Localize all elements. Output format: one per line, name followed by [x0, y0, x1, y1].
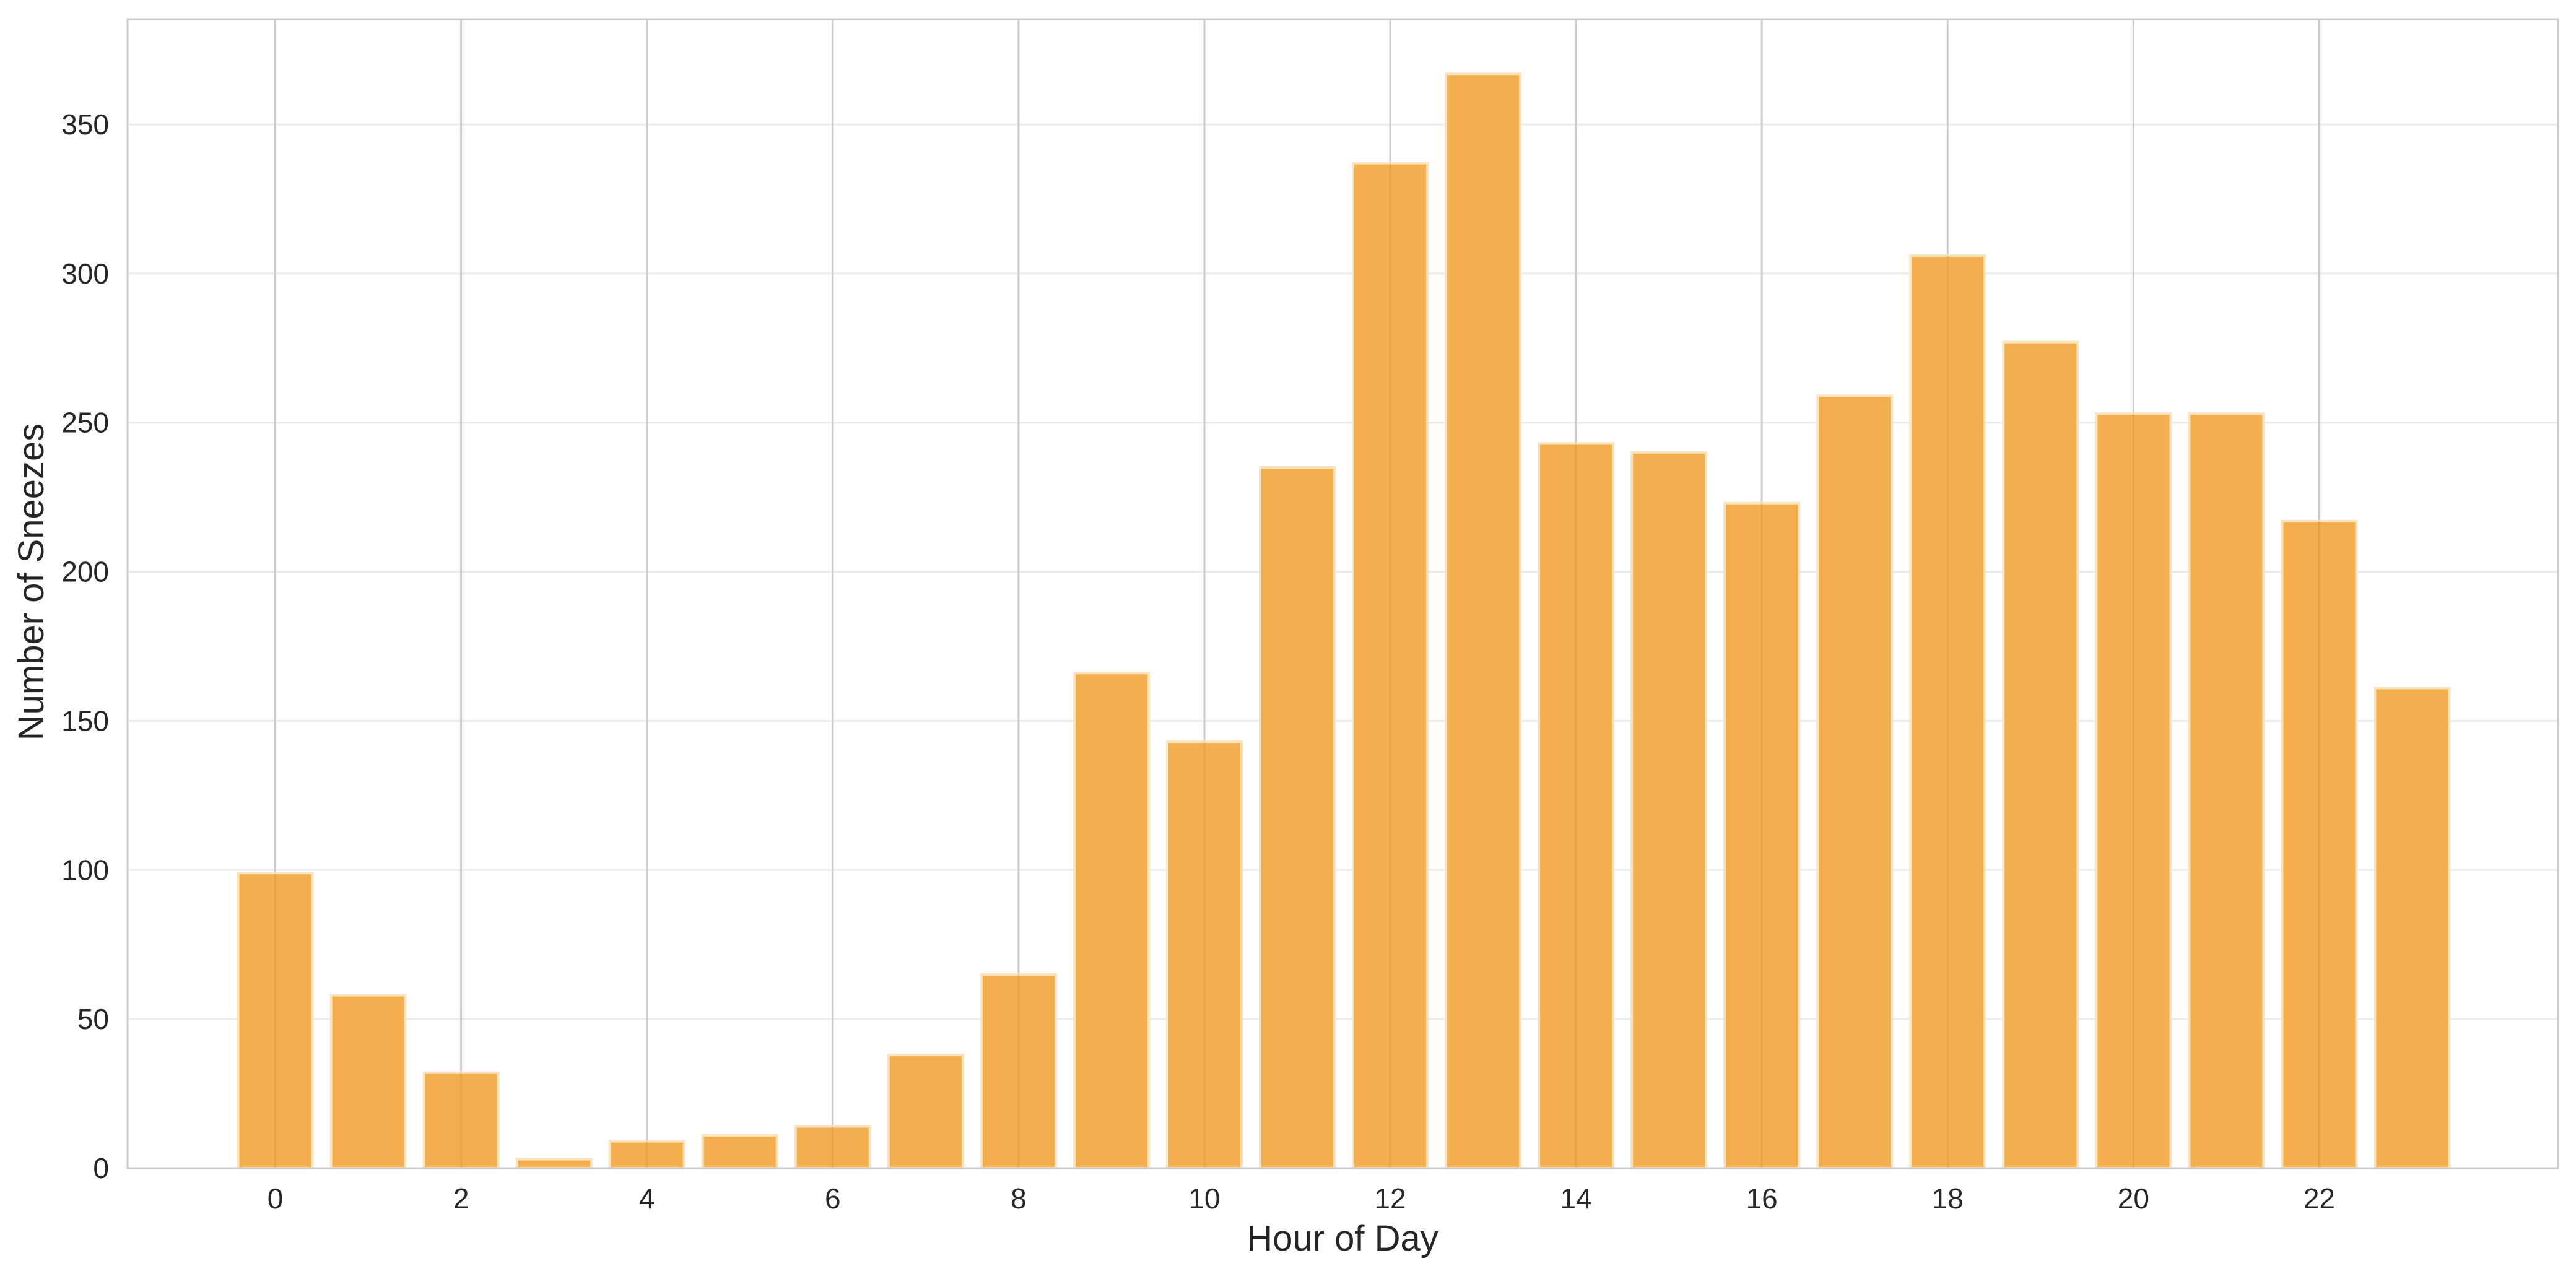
x-tick-label: 0	[268, 1182, 284, 1215]
bar-hour-1	[329, 994, 407, 1170]
plot-frame	[126, 18, 2559, 1169]
x-axis-tick-labels: 0 2 4 6 8 10 12 14 16 18 20 22	[268, 1182, 2335, 1215]
bar-hour-3	[515, 1158, 593, 1170]
bar-hour-5	[701, 1134, 778, 1169]
y-tick-label: 0	[93, 1152, 109, 1184]
x-tick-label: 10	[1188, 1182, 1220, 1215]
bar-hour-23	[2374, 687, 2451, 1169]
y-tick-label: 300	[61, 258, 109, 290]
y-tick-label: 150	[61, 705, 109, 737]
bar-hour-16	[1723, 501, 1801, 1170]
bar-hour-14	[1538, 442, 1615, 1169]
bar-hour-8	[980, 973, 1057, 1169]
x-tick-label: 4	[639, 1182, 655, 1215]
bar-hour-6	[794, 1125, 871, 1170]
x-tick-label: 12	[1374, 1182, 1406, 1215]
x-tick-label: 8	[1011, 1182, 1027, 1215]
x-tick-label: 2	[453, 1182, 469, 1215]
y-tick-label: 50	[77, 1003, 109, 1035]
bar-hour-15	[1630, 451, 1708, 1169]
bar-hour-11	[1258, 466, 1336, 1170]
bar-hour-22	[2281, 519, 2358, 1169]
x-tick-label: 18	[1932, 1182, 1964, 1215]
y-tick-label: 100	[61, 854, 109, 886]
y-axis-tick-labels: 0 50 100 150 200 250 300 350	[61, 108, 109, 1184]
bar-hour-19	[2002, 340, 2079, 1170]
bar-hour-21	[2188, 412, 2265, 1169]
bar-hour-9	[1073, 672, 1150, 1170]
bar-hour-17	[1816, 394, 1894, 1169]
x-tick-label: 16	[1746, 1182, 1778, 1215]
x-tick-label: 22	[2304, 1182, 2335, 1215]
x-axis-label: Hour of Day	[1247, 1218, 1438, 1259]
x-tick-label: 14	[1560, 1182, 1592, 1215]
x-tick-label: 20	[2118, 1182, 2149, 1215]
bar-hour-13	[1445, 72, 1522, 1169]
y-tick-label: 250	[61, 407, 109, 439]
bar-hour-7	[887, 1053, 964, 1169]
y-tick-label: 350	[61, 108, 109, 141]
bar-series	[237, 72, 2451, 1170]
x-tick-label: 6	[825, 1182, 841, 1215]
y-axis-label: Number of Sneezes	[11, 423, 51, 741]
y-tick-label: 200	[61, 556, 109, 588]
bar-hour-4	[608, 1140, 685, 1169]
bar-hour-20	[2095, 412, 2172, 1169]
horizontal-gridlines	[128, 123, 2558, 1020]
